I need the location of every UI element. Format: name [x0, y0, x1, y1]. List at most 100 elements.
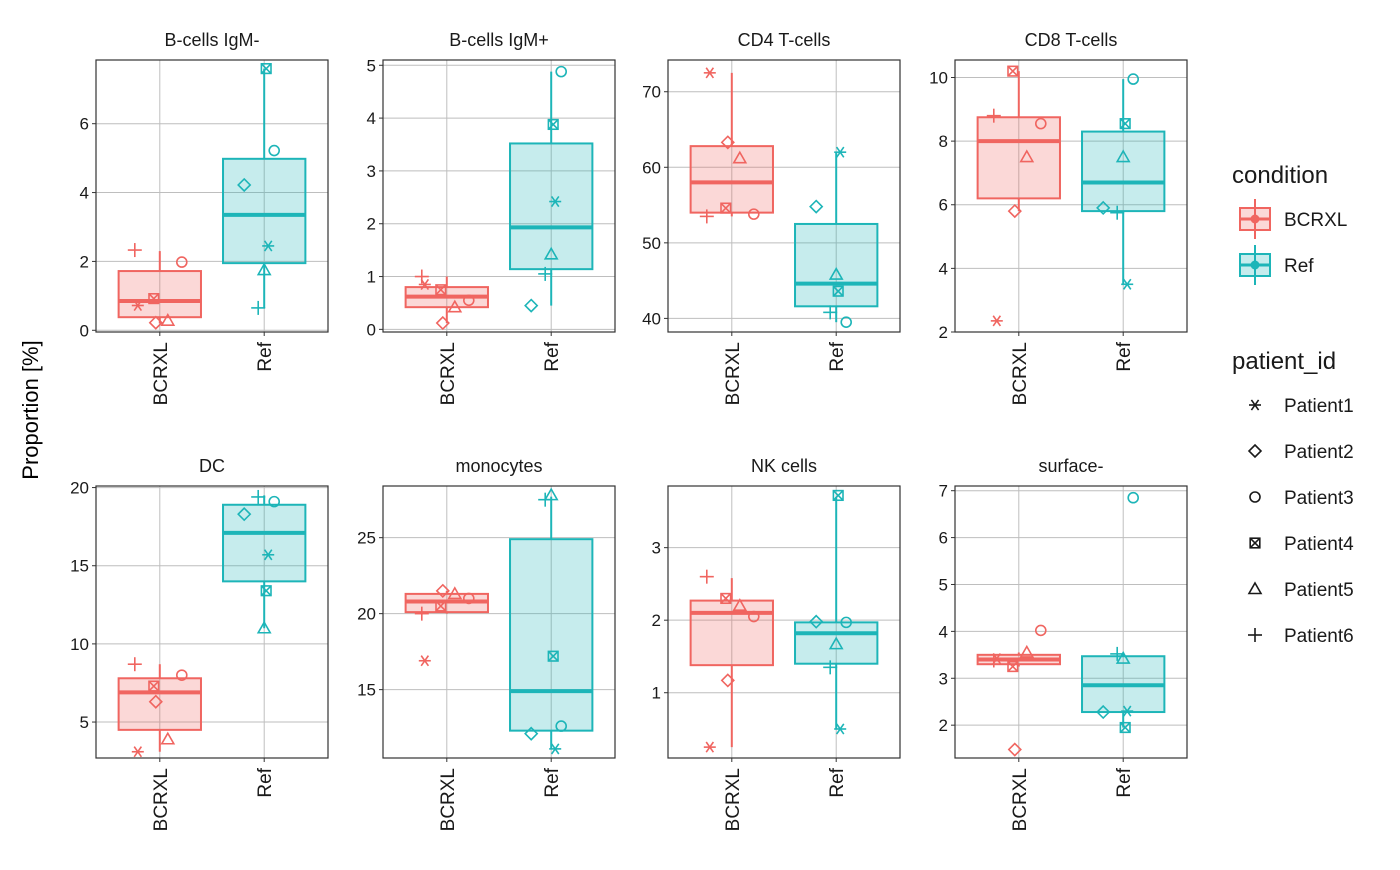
y-tick-label: 5 [367, 56, 376, 75]
y-tick-label: 20 [70, 479, 89, 498]
y-tick-label: 6 [939, 529, 948, 548]
facet-panel: DC 5 10 15 20 BCRXL Ref [70, 456, 329, 831]
legend-key-patient6 [1248, 628, 1262, 642]
legend-key-patient2 [1247, 443, 1263, 459]
point-patient2 [237, 507, 252, 522]
point-patient4 [148, 293, 160, 305]
point-patient4 [435, 284, 447, 296]
legend-label-bcrxl: BCRXL [1284, 210, 1347, 231]
point-patient6 [127, 243, 142, 258]
point-patient6 [414, 269, 429, 284]
facet-title: monocytes [455, 456, 542, 476]
point-patient6 [823, 305, 838, 320]
point-patient5 [447, 299, 463, 313]
y-tick-label: 3 [939, 669, 948, 688]
box-ref [222, 495, 307, 629]
point-patient1 [1121, 278, 1134, 290]
y-tick-label: 4 [367, 109, 376, 128]
point-patient1 [703, 67, 716, 79]
facet-panel: CD4 T-cells 40 50 60 70 BCRXL Ref [642, 30, 901, 405]
facet-panel: surface- 2 3 4 5 6 7 BCRXL Ref [939, 456, 1188, 831]
point-patient2 [435, 315, 450, 331]
facet-title: surface- [1038, 456, 1103, 476]
box-ref [222, 68, 307, 308]
y-tick-label: 2 [939, 323, 948, 342]
point-patient4 [832, 285, 844, 297]
point-patient3 [555, 720, 568, 732]
box-iqr [222, 157, 307, 265]
point-patient3 [176, 256, 188, 268]
point-patient6 [986, 108, 1001, 123]
point-patient6 [699, 209, 714, 224]
box-bcrxl [404, 590, 489, 614]
point-patient6 [1110, 205, 1125, 220]
y-tick-label: 4 [939, 622, 948, 641]
y-tick-label: 1 [367, 268, 376, 287]
point-patient5 [1115, 650, 1131, 664]
legend-label-patient2: Patient2 [1284, 442, 1354, 463]
point-patient4 [260, 585, 272, 597]
y-tick-label: 5 [80, 713, 89, 732]
point-patient5 [160, 313, 176, 326]
point-patient4 [832, 489, 844, 502]
point-patient5 [732, 150, 748, 164]
point-patient3 [840, 316, 853, 328]
point-patient3 [1127, 73, 1139, 85]
box-bcrxl [404, 276, 489, 324]
panel-border [382, 485, 616, 759]
point-patient5 [828, 636, 844, 650]
point-patient2 [809, 199, 824, 214]
x-tick-label: BCRXL [438, 768, 459, 831]
y-tick-label: 20 [357, 605, 376, 624]
x-tick-label: BCRXL [151, 768, 172, 831]
y-tick-label: 3 [367, 162, 376, 181]
x-tick-label: BCRXL [438, 342, 459, 405]
box-ref [509, 496, 594, 749]
facet-panel: B-cells IgM+ 0 1 2 3 4 5 BCRXL Ref [367, 30, 616, 405]
point-patient4 [1007, 660, 1019, 673]
panel-border [954, 485, 1188, 759]
point-patient1 [262, 549, 275, 561]
point-patient1 [1121, 705, 1134, 717]
legend-title-patient: patient_id [1232, 348, 1336, 375]
box-bcrxl [976, 71, 1061, 212]
point-patient4 [720, 592, 732, 605]
point-patient3 [840, 616, 853, 629]
point-patient2 [720, 673, 735, 688]
y-tick-label: 40 [642, 309, 661, 328]
point-patient2 [148, 694, 163, 709]
x-tick-label: Ref [1114, 341, 1135, 371]
point-patient1 [834, 723, 847, 735]
point-patient2 [435, 583, 450, 598]
point-patient1 [131, 299, 144, 312]
y-tick-label: 3 [652, 539, 661, 558]
point-patient5 [828, 266, 844, 280]
y-tick-label: 15 [70, 557, 89, 576]
point-patient3 [1035, 117, 1047, 130]
x-tick-label: Ref [827, 341, 848, 371]
point-patient4 [1119, 721, 1131, 734]
legend-key-ref [1239, 245, 1271, 285]
point-patient2 [1007, 742, 1022, 757]
legend-label-patient6: Patient6 [1284, 626, 1354, 647]
point-patient6 [823, 660, 838, 675]
legend: condition BCRXL Ref patient_id Patient1 Patie… [1232, 162, 1354, 647]
facet-title: B-cells IgM- [164, 30, 259, 50]
x-tick-label: BCRXL [723, 768, 744, 831]
point-patient6 [1110, 646, 1125, 661]
point-patient1 [131, 746, 144, 758]
point-patient3 [1127, 491, 1139, 504]
legend-key-patient3 [1249, 491, 1261, 503]
point-patient2 [809, 614, 824, 629]
point-patient4 [435, 600, 447, 612]
y-tick-label: 25 [357, 529, 376, 548]
facet-title: CD4 T-cells [738, 30, 831, 50]
x-tick-label: Ref [1114, 767, 1135, 797]
box-ref [1081, 652, 1166, 728]
box-bcrxl [117, 664, 202, 752]
point-patient6 [538, 492, 553, 507]
panel-border [382, 59, 616, 333]
y-tick-label: 6 [939, 196, 948, 215]
point-patient2 [148, 315, 163, 330]
legend-label-patient5: Patient5 [1284, 580, 1354, 601]
